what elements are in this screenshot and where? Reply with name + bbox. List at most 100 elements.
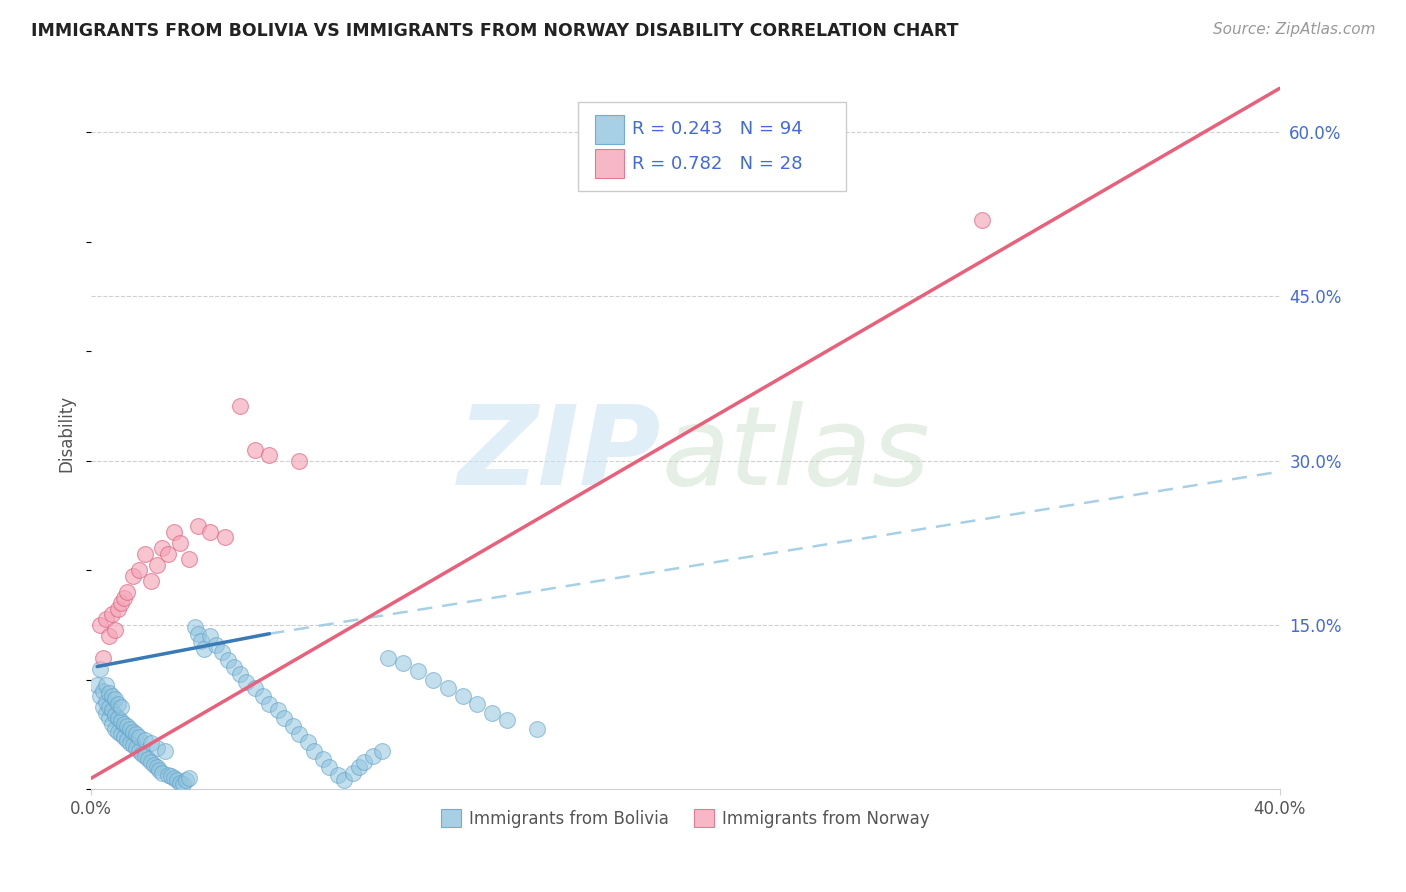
Point <box>128 730 150 744</box>
Point <box>163 524 186 539</box>
Point <box>121 739 143 753</box>
Point <box>259 697 281 711</box>
Point <box>451 689 474 703</box>
Point <box>302 744 325 758</box>
Point <box>267 703 290 717</box>
Point <box>89 618 111 632</box>
Point <box>152 765 174 780</box>
Point <box>342 765 364 780</box>
Point <box>496 713 519 727</box>
Point <box>94 678 117 692</box>
Point <box>288 453 311 467</box>
Point <box>91 650 114 665</box>
Point <box>110 714 132 729</box>
Point <box>98 711 121 725</box>
Point <box>252 689 274 703</box>
Point <box>160 769 183 783</box>
Point <box>392 657 415 671</box>
Point <box>110 727 132 741</box>
Point <box>205 638 228 652</box>
Point <box>115 719 138 733</box>
Point <box>112 716 135 731</box>
Point <box>104 722 127 736</box>
Text: IMMIGRANTS FROM BOLIVIA VS IMMIGRANTS FROM NORWAY DISABILITY CORRELATION CHART: IMMIGRANTS FROM BOLIVIA VS IMMIGRANTS FR… <box>31 22 959 40</box>
Point <box>107 725 129 739</box>
Point <box>121 725 143 739</box>
Point <box>273 711 295 725</box>
Point <box>110 700 132 714</box>
Point <box>243 442 266 457</box>
Point <box>107 697 129 711</box>
Point <box>363 749 385 764</box>
Point <box>243 681 266 696</box>
Point <box>259 448 281 462</box>
Point <box>283 719 305 733</box>
Point <box>136 751 159 765</box>
Point <box>121 568 143 582</box>
Point <box>972 212 994 227</box>
FancyBboxPatch shape <box>578 103 846 191</box>
Point <box>526 722 548 736</box>
Point <box>134 749 156 764</box>
Point <box>91 700 114 714</box>
Point <box>115 733 138 747</box>
Text: ZIP: ZIP <box>458 401 662 508</box>
Point <box>169 775 191 789</box>
Point <box>125 727 148 741</box>
Point <box>347 760 370 774</box>
Point <box>89 689 111 703</box>
Point <box>228 399 250 413</box>
Point <box>145 558 167 572</box>
Point <box>101 689 124 703</box>
Point <box>125 740 148 755</box>
Point <box>139 755 162 769</box>
Point <box>214 530 236 544</box>
Point <box>169 536 191 550</box>
Point <box>94 695 117 709</box>
Point <box>128 744 150 758</box>
Point <box>118 736 141 750</box>
Point <box>104 624 127 638</box>
Point <box>139 574 162 589</box>
Point <box>152 541 174 556</box>
Point <box>217 653 239 667</box>
Point <box>187 626 209 640</box>
Point <box>436 681 458 696</box>
Point <box>179 771 201 785</box>
Point <box>193 642 215 657</box>
Point <box>104 707 127 722</box>
Point <box>104 692 127 706</box>
Point <box>142 758 165 772</box>
Point <box>86 678 108 692</box>
Point <box>332 773 354 788</box>
Point <box>318 760 340 774</box>
Point <box>91 683 114 698</box>
Point <box>145 760 167 774</box>
Point <box>112 591 135 605</box>
Point <box>326 768 349 782</box>
Point <box>145 740 167 755</box>
Point <box>377 650 399 665</box>
Point <box>184 620 207 634</box>
Point <box>166 773 188 788</box>
Point <box>198 524 221 539</box>
Point <box>190 634 212 648</box>
Point <box>481 706 503 720</box>
Point <box>101 716 124 731</box>
Point <box>94 706 117 720</box>
Point <box>148 763 170 777</box>
Point <box>139 736 162 750</box>
Point <box>467 697 489 711</box>
Point <box>157 768 180 782</box>
Point <box>174 773 197 788</box>
Point <box>110 596 132 610</box>
Text: atlas: atlas <box>662 401 931 508</box>
Point <box>179 552 201 566</box>
Text: R = 0.782   N = 28: R = 0.782 N = 28 <box>631 154 803 172</box>
Point <box>101 607 124 621</box>
Point <box>211 645 233 659</box>
Point <box>157 547 180 561</box>
FancyBboxPatch shape <box>595 149 624 178</box>
Point <box>134 733 156 747</box>
Point <box>422 673 444 687</box>
